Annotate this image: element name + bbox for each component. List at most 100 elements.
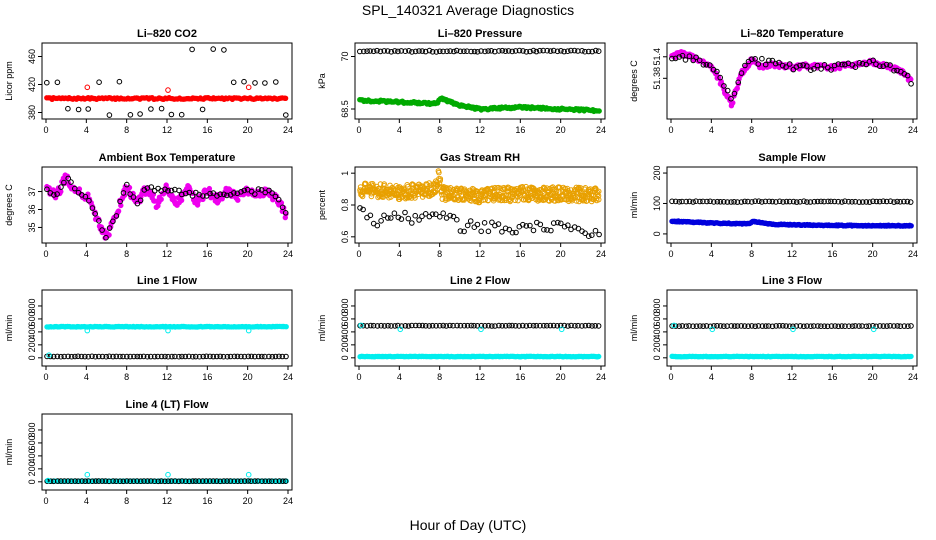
data-point [506, 226, 513, 233]
data-point [134, 478, 140, 484]
data-point [437, 48, 443, 55]
x-tick-label: 24 [596, 125, 606, 135]
y-tick-label: 0 [652, 355, 662, 360]
data-point [763, 323, 769, 329]
data-point [561, 322, 568, 329]
data-point [700, 323, 707, 330]
data-point [61, 353, 67, 360]
x-tick-label: 8 [124, 496, 129, 506]
data-point [797, 199, 803, 205]
data-point [158, 478, 165, 484]
data-point [527, 322, 533, 329]
data-point [818, 198, 824, 205]
data-point [769, 198, 776, 205]
data-point [61, 179, 67, 186]
y-tick-label: 800 [652, 298, 662, 313]
x-tick-label: 16 [202, 496, 212, 506]
data-point [360, 206, 366, 213]
data-point [384, 48, 391, 54]
data-point [676, 323, 683, 330]
data-point [773, 199, 779, 205]
data-point [594, 191, 601, 198]
chart-panel-10: Line 4 (LT) Flow ml/min 0 4 8 12 16 20 24 0 200400… [4, 399, 293, 506]
data-point [182, 353, 189, 360]
data-point [464, 322, 471, 329]
data-point [573, 198, 580, 204]
data-point [852, 323, 859, 329]
data-point [447, 48, 454, 54]
data-point [137, 353, 143, 360]
data-point [873, 198, 880, 205]
x-tick-label: 20 [556, 372, 566, 382]
data-point [221, 191, 227, 198]
x-tick-label: 24 [283, 372, 293, 382]
data-point [530, 322, 537, 329]
data-point [169, 353, 175, 360]
data-point [374, 323, 381, 329]
data-point [554, 323, 561, 329]
y-tick-label: 51.4 [652, 48, 662, 66]
y-tick-label: 35 [27, 222, 37, 232]
data-point [509, 229, 516, 236]
data-point [203, 478, 209, 484]
data-point [738, 323, 745, 329]
data-point [496, 48, 502, 54]
y-tick-label: 0 [340, 355, 350, 360]
data-point [147, 353, 154, 360]
chart-ylabel: degrees C [4, 184, 14, 226]
data-point [797, 323, 804, 329]
data-point [721, 323, 727, 330]
data-point [437, 214, 443, 220]
data-point [182, 478, 189, 485]
data-point [842, 323, 848, 330]
data-point [221, 478, 227, 484]
data-point [904, 198, 911, 205]
data-point [450, 213, 457, 220]
data-point [721, 199, 727, 205]
series-line-4-idle [44, 478, 289, 485]
data-point [186, 478, 192, 485]
data-point [106, 112, 113, 118]
data-point [131, 353, 137, 360]
data-point [499, 323, 506, 329]
data-point [110, 478, 116, 484]
data-point [283, 353, 289, 360]
x-tick-label: 0 [668, 372, 673, 382]
data-point [210, 46, 216, 52]
data-point [402, 209, 408, 216]
data-point [454, 216, 460, 223]
x-tick-label: 24 [283, 125, 293, 135]
data-point [190, 478, 196, 484]
data-point [544, 227, 550, 233]
data-point [696, 57, 703, 64]
data-point [759, 323, 766, 329]
data-point [117, 198, 123, 205]
data-point [450, 195, 456, 202]
data-point [686, 323, 692, 329]
x-tick-label: 8 [124, 249, 129, 259]
data-point [485, 322, 492, 329]
data-point [707, 62, 713, 68]
data-point [196, 478, 202, 484]
data-point [402, 323, 409, 329]
y-tick-label: 200 [652, 166, 662, 181]
data-point [468, 322, 475, 329]
data-point [842, 198, 848, 204]
data-point [276, 478, 283, 484]
data-point [377, 48, 384, 55]
data-point [134, 353, 141, 360]
data-point [557, 322, 564, 329]
data-point [811, 198, 818, 205]
data-point [457, 48, 464, 55]
data-point [141, 478, 147, 484]
x-tick-label: 20 [243, 125, 253, 135]
data-point [769, 57, 776, 64]
data-point [499, 47, 506, 54]
data-point [731, 90, 738, 97]
data-point [828, 67, 834, 73]
y-tick-label: 0.8 [340, 199, 350, 212]
data-point [703, 323, 710, 329]
data-point [474, 323, 481, 329]
data-point [814, 198, 821, 205]
data-point [241, 353, 248, 360]
